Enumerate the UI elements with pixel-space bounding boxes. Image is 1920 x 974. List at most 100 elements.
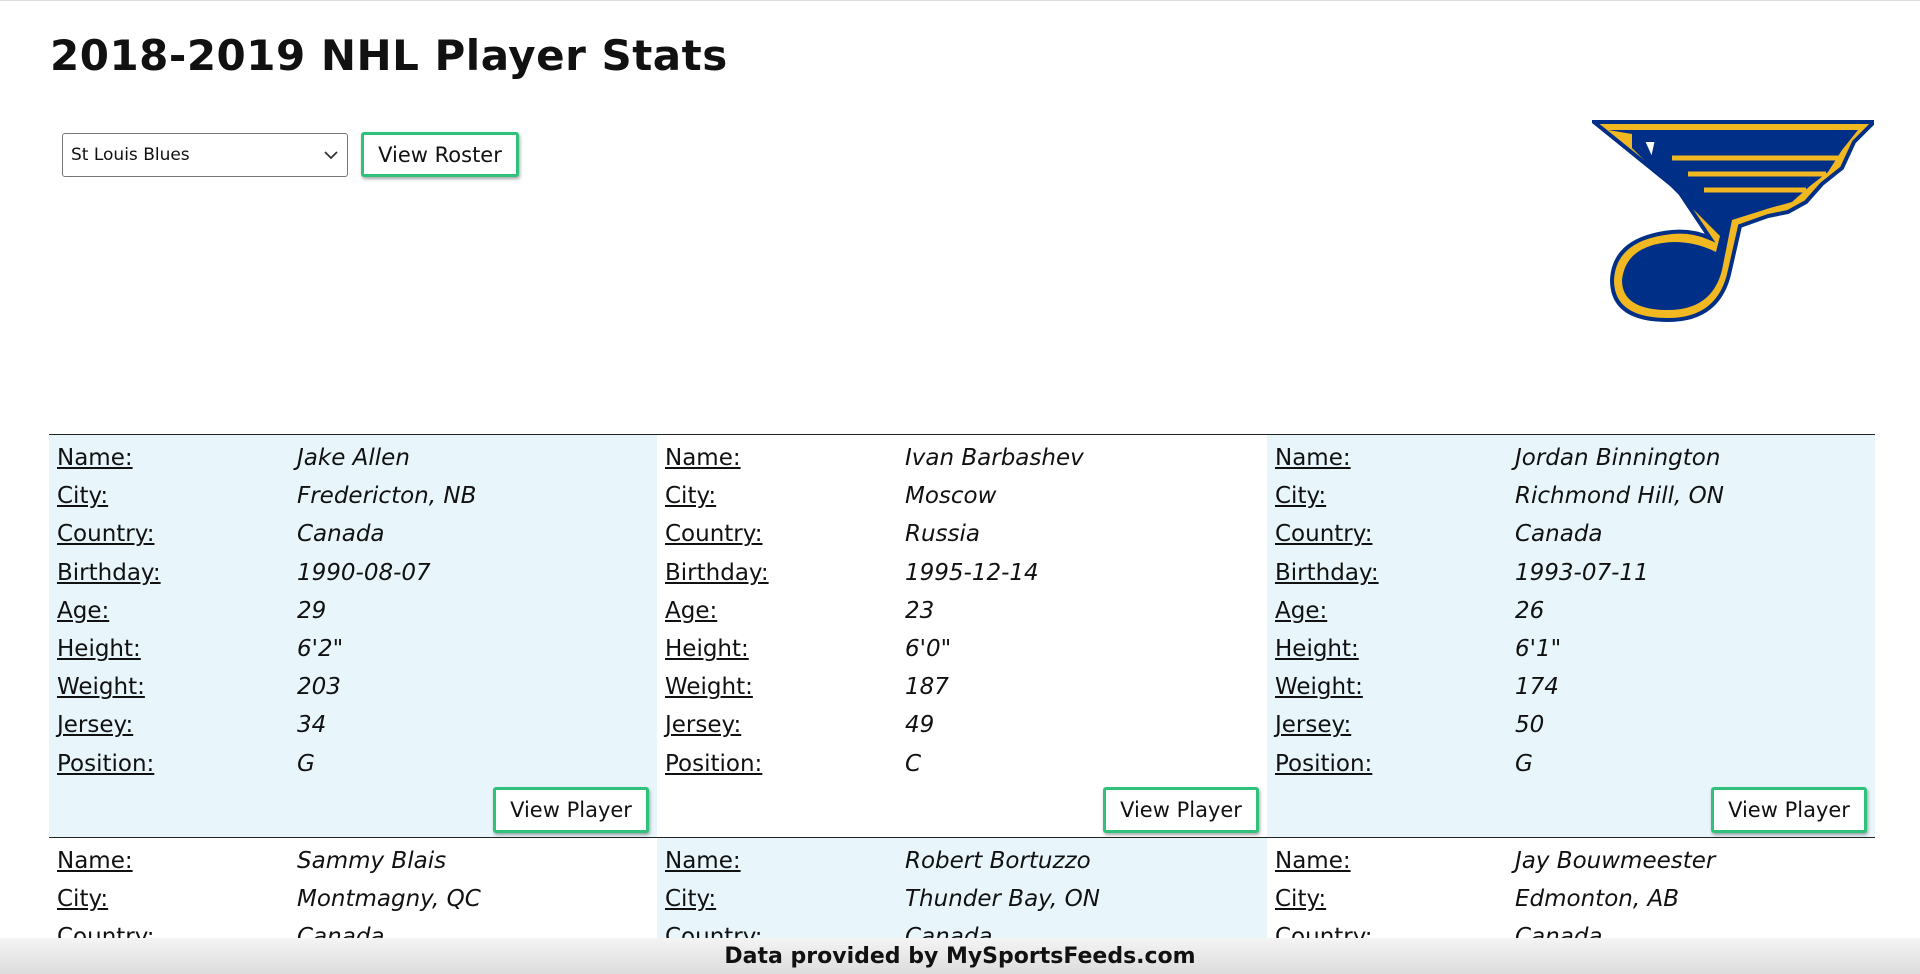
view-player-button[interactable]: View Player	[1103, 787, 1259, 833]
field-value: 6'0"	[905, 636, 952, 662]
field-label: Birthday:	[57, 559, 161, 586]
dropdown-arrow	[324, 151, 338, 160]
field-label: Height:	[1275, 636, 1359, 662]
team-select[interactable]: St Louis Blues	[62, 133, 348, 177]
field-row: Birthday: 1995-12-14	[665, 554, 1039, 592]
field-label: Position:	[1275, 750, 1373, 777]
page-title: 2018-2019 NHL Player Stats	[50, 31, 728, 80]
field-label: Name:	[1275, 445, 1351, 471]
field-row: Country: Canada	[57, 515, 385, 553]
field-label: Name:	[665, 848, 741, 874]
field-row: City: Richmond Hill, ON	[1275, 477, 1724, 515]
field-value: 6'2"	[297, 636, 344, 662]
field-value: Montmagny, QC	[297, 886, 481, 913]
field-label: Weight:	[1275, 674, 1363, 701]
field-row: Age: 26	[1275, 592, 1544, 630]
player-grid: Name: Jake Allen City: Fredericton, NB Count…	[49, 434, 1875, 974]
field-value: 34	[297, 712, 327, 739]
field-label: Country:	[665, 521, 763, 548]
field-value: 1990-08-07	[297, 559, 431, 586]
field-value: 1995-12-14	[905, 559, 1039, 586]
field-row: Name: Robert Bortuzzo	[665, 842, 1091, 880]
field-value: G	[1515, 750, 1533, 777]
field-value: 6'1"	[1515, 636, 1562, 662]
field-value: 23	[905, 597, 935, 624]
field-value: Jake Allen	[297, 445, 410, 471]
view-player-button[interactable]: View Player	[1711, 787, 1867, 833]
field-value: Richmond Hill, ON	[1515, 483, 1724, 510]
field-label: City:	[57, 886, 109, 913]
field-label: Name:	[57, 848, 133, 874]
field-row: Name: Sammy Blais	[57, 842, 446, 880]
field-label: Jersey:	[1275, 712, 1352, 739]
field-label: Name:	[665, 445, 741, 471]
field-label: Weight:	[665, 674, 753, 701]
field-row: Position: G	[1275, 745, 1533, 783]
field-row: City: Moscow	[665, 477, 996, 515]
field-row: Jersey: 50	[1275, 706, 1544, 744]
field-value: Canada	[1515, 521, 1603, 548]
field-label: Height:	[57, 636, 141, 662]
field-row: City: Thunder Bay, ON	[665, 880, 1100, 918]
field-row: City: Fredericton, NB	[57, 477, 476, 515]
field-value: 187	[905, 674, 949, 701]
field-value: Thunder Bay, ON	[905, 886, 1100, 913]
field-row: Position: G	[57, 745, 315, 783]
field-value: Jay Bouwmeester	[1515, 848, 1716, 874]
field-value: 174	[1515, 674, 1559, 701]
field-value: Robert Bortuzzo	[905, 848, 1091, 874]
field-row: Country: Canada	[1275, 515, 1603, 553]
field-label: Birthday:	[1275, 559, 1379, 586]
field-label: Position:	[665, 750, 763, 777]
field-label: Age:	[665, 597, 718, 624]
view-roster-button[interactable]: View Roster	[361, 132, 519, 177]
field-value: 29	[297, 597, 327, 624]
field-label: Height:	[665, 636, 749, 662]
field-row: Birthday: 1990-08-07	[57, 554, 431, 592]
field-row: Age: 23	[665, 592, 934, 630]
field-row: Weight: 187	[665, 668, 949, 706]
field-value: G	[297, 750, 315, 777]
field-value: 1993-07-11	[1515, 559, 1649, 586]
field-row: Name: Ivan Barbashev	[665, 439, 1084, 477]
field-row: Name: Jake Allen	[57, 439, 410, 477]
field-row: Jersey: 34	[57, 706, 326, 744]
field-value: Jordan Binnington	[1515, 445, 1721, 471]
field-label: Country:	[57, 521, 155, 548]
field-row: Weight: 203	[57, 668, 341, 706]
footer: Data provided by MySportsFeeds.com	[0, 938, 1920, 974]
field-row: Name: Jordan Binnington	[1275, 439, 1720, 477]
field-value: Ivan Barbashev	[905, 445, 1084, 471]
field-row: Position: C	[665, 745, 921, 783]
field-row: Height: 6'0"	[665, 630, 951, 668]
field-value: 49	[905, 712, 935, 739]
view-player-button[interactable]: View Player	[493, 787, 649, 833]
field-label: City:	[57, 483, 109, 510]
field-value: 50	[1515, 712, 1545, 739]
field-label: City:	[665, 483, 717, 510]
field-label: City:	[1275, 483, 1327, 510]
field-label: Jersey:	[665, 712, 742, 739]
player-card: Name: Jordan Binnington City: Richmond Hill…	[1267, 434, 1875, 837]
player-card: Name: Ivan Barbashev City: Moscow Country: Ru…	[657, 434, 1267, 837]
field-label: Birthday:	[665, 559, 769, 586]
field-value: C	[905, 750, 922, 777]
field-label: Jersey:	[57, 712, 134, 739]
field-value: Fredericton, NB	[297, 483, 477, 510]
team-select-value: St Louis Blues	[71, 145, 190, 165]
field-label: Name:	[57, 445, 133, 471]
field-row: Age: 29	[57, 592, 326, 630]
field-row: Height: 6'1"	[1275, 630, 1561, 668]
field-row: Birthday: 1993-07-11	[1275, 554, 1649, 592]
player-card: Name: Jake Allen City: Fredericton, NB Count…	[49, 434, 657, 837]
field-row: Name: Jay Bouwmeester	[1275, 842, 1715, 880]
field-label: Weight:	[57, 674, 145, 701]
field-label: Age:	[57, 597, 110, 624]
field-label: Country:	[1275, 521, 1373, 548]
field-label: Position:	[57, 750, 155, 777]
field-value: 26	[1515, 597, 1545, 624]
field-label: City:	[1275, 886, 1327, 913]
